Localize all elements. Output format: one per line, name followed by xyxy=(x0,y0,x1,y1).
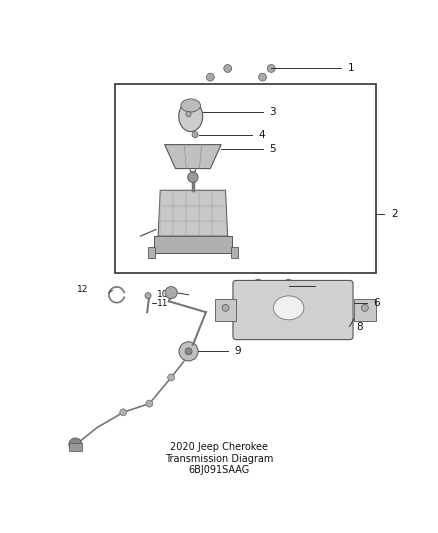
Text: 2020 Jeep Cherokee
Transmission Diagram
6BJ091SAAG: 2020 Jeep Cherokee Transmission Diagram … xyxy=(165,442,273,475)
Text: 5: 5 xyxy=(269,144,276,154)
Text: 8: 8 xyxy=(356,321,363,332)
Circle shape xyxy=(165,287,177,298)
Bar xyxy=(354,299,376,321)
Text: 6: 6 xyxy=(374,298,380,309)
Circle shape xyxy=(258,73,266,81)
Circle shape xyxy=(222,304,229,311)
Text: 9: 9 xyxy=(234,346,241,357)
Text: 10: 10 xyxy=(157,290,169,300)
Circle shape xyxy=(272,285,279,293)
Circle shape xyxy=(267,64,275,72)
Circle shape xyxy=(187,172,198,182)
Circle shape xyxy=(206,73,214,81)
Polygon shape xyxy=(165,144,221,168)
Circle shape xyxy=(186,111,191,117)
Text: 3: 3 xyxy=(269,107,276,117)
Circle shape xyxy=(224,64,232,72)
Circle shape xyxy=(185,348,192,355)
Polygon shape xyxy=(158,190,228,236)
Circle shape xyxy=(146,400,153,407)
Text: 12: 12 xyxy=(77,285,88,294)
Ellipse shape xyxy=(179,101,203,132)
Circle shape xyxy=(179,342,198,361)
Circle shape xyxy=(69,438,82,451)
Bar xyxy=(69,443,82,451)
Text: 7: 7 xyxy=(321,281,328,291)
Bar xyxy=(154,236,232,254)
Circle shape xyxy=(120,409,127,416)
Circle shape xyxy=(168,374,175,381)
Text: 2: 2 xyxy=(391,209,398,219)
Text: 11: 11 xyxy=(157,299,169,308)
Bar xyxy=(148,247,155,258)
FancyBboxPatch shape xyxy=(233,280,353,340)
Circle shape xyxy=(254,279,262,287)
Text: 4: 4 xyxy=(258,130,265,140)
Bar xyxy=(231,247,238,258)
Bar xyxy=(215,299,237,321)
Bar xyxy=(115,84,376,273)
Circle shape xyxy=(145,293,151,298)
Circle shape xyxy=(192,132,198,138)
Circle shape xyxy=(285,279,293,287)
Ellipse shape xyxy=(273,296,304,320)
Circle shape xyxy=(361,304,368,311)
Text: 1: 1 xyxy=(347,63,354,74)
Ellipse shape xyxy=(181,99,201,112)
